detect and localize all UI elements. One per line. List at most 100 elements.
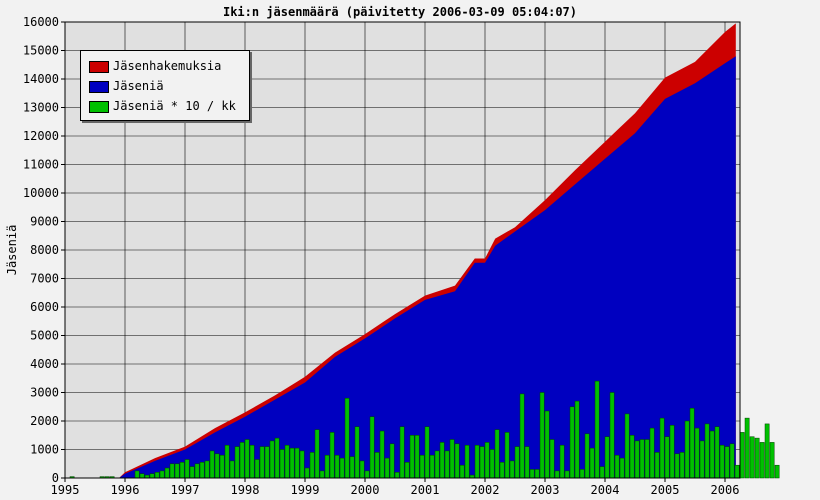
bar-jasenia-kk [609,392,615,479]
bar-jasenia-kk [614,454,620,479]
bar-jasenia-kk [759,442,765,479]
bar-jasenia-kk [459,464,465,479]
legend-label: Jäseniä [113,79,164,93]
bar-jasenia-kk [329,432,335,479]
bar-jasenia-kk [539,392,545,479]
y-axis-label: Jäseniä [5,225,19,276]
bar-jasenia-kk [449,439,455,479]
bar-jasenia-kk [289,447,295,479]
bar-jasenia-kk [374,452,380,479]
bars [69,380,780,479]
x-tick-label: 2001 [411,483,440,497]
bar-jasenia-kk [554,470,560,479]
y-tick-label: 3000 [30,386,59,400]
x-tick-label: 2000 [351,483,380,497]
bar-jasenia-kk [684,420,690,479]
bar-jasenia-kk [674,453,680,479]
area-jasenia [119,56,736,478]
y-tick-label: 2000 [30,414,59,428]
bar-jasenia-kk [354,426,360,479]
bar-jasenia-kk [744,417,750,479]
bar-jasenia-kk [764,423,770,479]
bar-jasenia-kk [314,429,320,479]
legend-swatch-jasenhakemuksia [89,60,109,73]
x-tick-label: 1999 [291,483,320,497]
bar-jasenia-kk [184,459,190,479]
legend-swatch-jasenia-kk [89,100,109,113]
y-tick-label: 16000 [23,15,59,29]
bar-jasenia-kk [389,443,395,479]
x-tick-label: 2004 [591,483,620,497]
bar-jasenia-kk [194,463,200,479]
y-tick-label: 9000 [30,215,59,229]
chart-title: Iki:n jäsenmäärä (päivitetty 2006-03-09 … [223,5,577,19]
bar-jasenia-kk [679,452,685,479]
bar-jasenia-kk [279,449,285,479]
bar-jasenia-kk [424,426,430,479]
bar-jasenia-kk [219,454,225,479]
bar-jasenia-kk [474,444,480,479]
bar-jasenia-kk [754,437,760,479]
bar-jasenia-kk [439,442,445,479]
bar-jasenia-kk [534,469,540,479]
bar-jasenia-kk [324,454,330,479]
bar-jasenia-kk [364,470,370,479]
bar-jasenia-kk [369,416,375,479]
bar-jasenia-kk [524,446,530,479]
bar-jasenia-kk [519,393,525,479]
x-tick-label: 1997 [171,483,200,497]
bar-jasenia-kk [454,443,460,479]
bar-jasenia-kk [589,447,595,479]
bar-jasenia-kk [694,427,700,479]
bar-jasenia-kk [159,470,165,479]
bar-jasenia-kk [734,464,740,479]
bar-jasenia-kk [639,439,645,479]
bar-jasenia-kk [319,470,325,479]
bar-jasenia-kk [514,446,520,479]
bar-jasenia-kk [599,466,605,479]
y-tick-label: 0 [52,471,59,485]
bar-jasenia-kk [384,457,390,479]
bar-jasenia-kk [419,454,425,479]
bar-jasenia-kk [704,423,710,479]
y-tick-label: 10000 [23,186,59,200]
bar-jasenia-kk [209,450,215,479]
bar-jasenia-kk [564,470,570,479]
bar-jasenia-kk [259,446,265,479]
y-tick-label: 11000 [23,158,59,172]
y-tick-label: 12000 [23,129,59,143]
bar-jasenia-kk [629,435,635,479]
bar-jasenia-kk [234,446,240,479]
bar-jasenia-kk [729,443,735,479]
legend: Jäsenhakemuksia Jäseniä Jäseniä * 10 / k… [80,50,250,121]
bar-jasenia-kk [769,442,775,479]
bar-jasenia-kk [264,446,270,479]
bar-jasenia-kk [594,380,600,479]
bar-jasenia-kk [294,447,300,479]
bar-jasenia-kk [634,440,640,479]
bar-jasenia-kk [334,454,340,479]
y-tick-label: 4000 [30,357,59,371]
bar-jasenia-kk [699,440,705,479]
bar-jasenia-kk [749,436,755,479]
bar-jasenia-kk [624,413,630,479]
bar-jasenia-kk [139,473,145,479]
bar-jasenia-kk [504,432,510,479]
bar-jasenia-kk [559,444,565,479]
bar-jasenia-kk [379,430,385,479]
bar-jasenia-kk [154,472,160,479]
bar-jasenia-kk [349,456,355,479]
bar-jasenia-kk [659,417,665,479]
bar-jasenia-kk [249,444,255,479]
bar-jasenia-kk [229,460,235,479]
bar-jasenia-kk [499,462,505,479]
legend-label: Jäsenhakemuksia [113,59,222,73]
bar-jasenia-kk [529,469,535,479]
bar-jasenia-kk [164,467,170,479]
x-axis-ticks: 1995 1996 1997 1998 1999 2000 2001 2002 2003 2004… [51,478,739,497]
bar-jasenia-kk [774,464,780,479]
legend-item: Jäseniä [89,79,164,93]
bar-jasenia-kk [669,425,675,479]
x-tick-label: 1998 [231,483,260,497]
